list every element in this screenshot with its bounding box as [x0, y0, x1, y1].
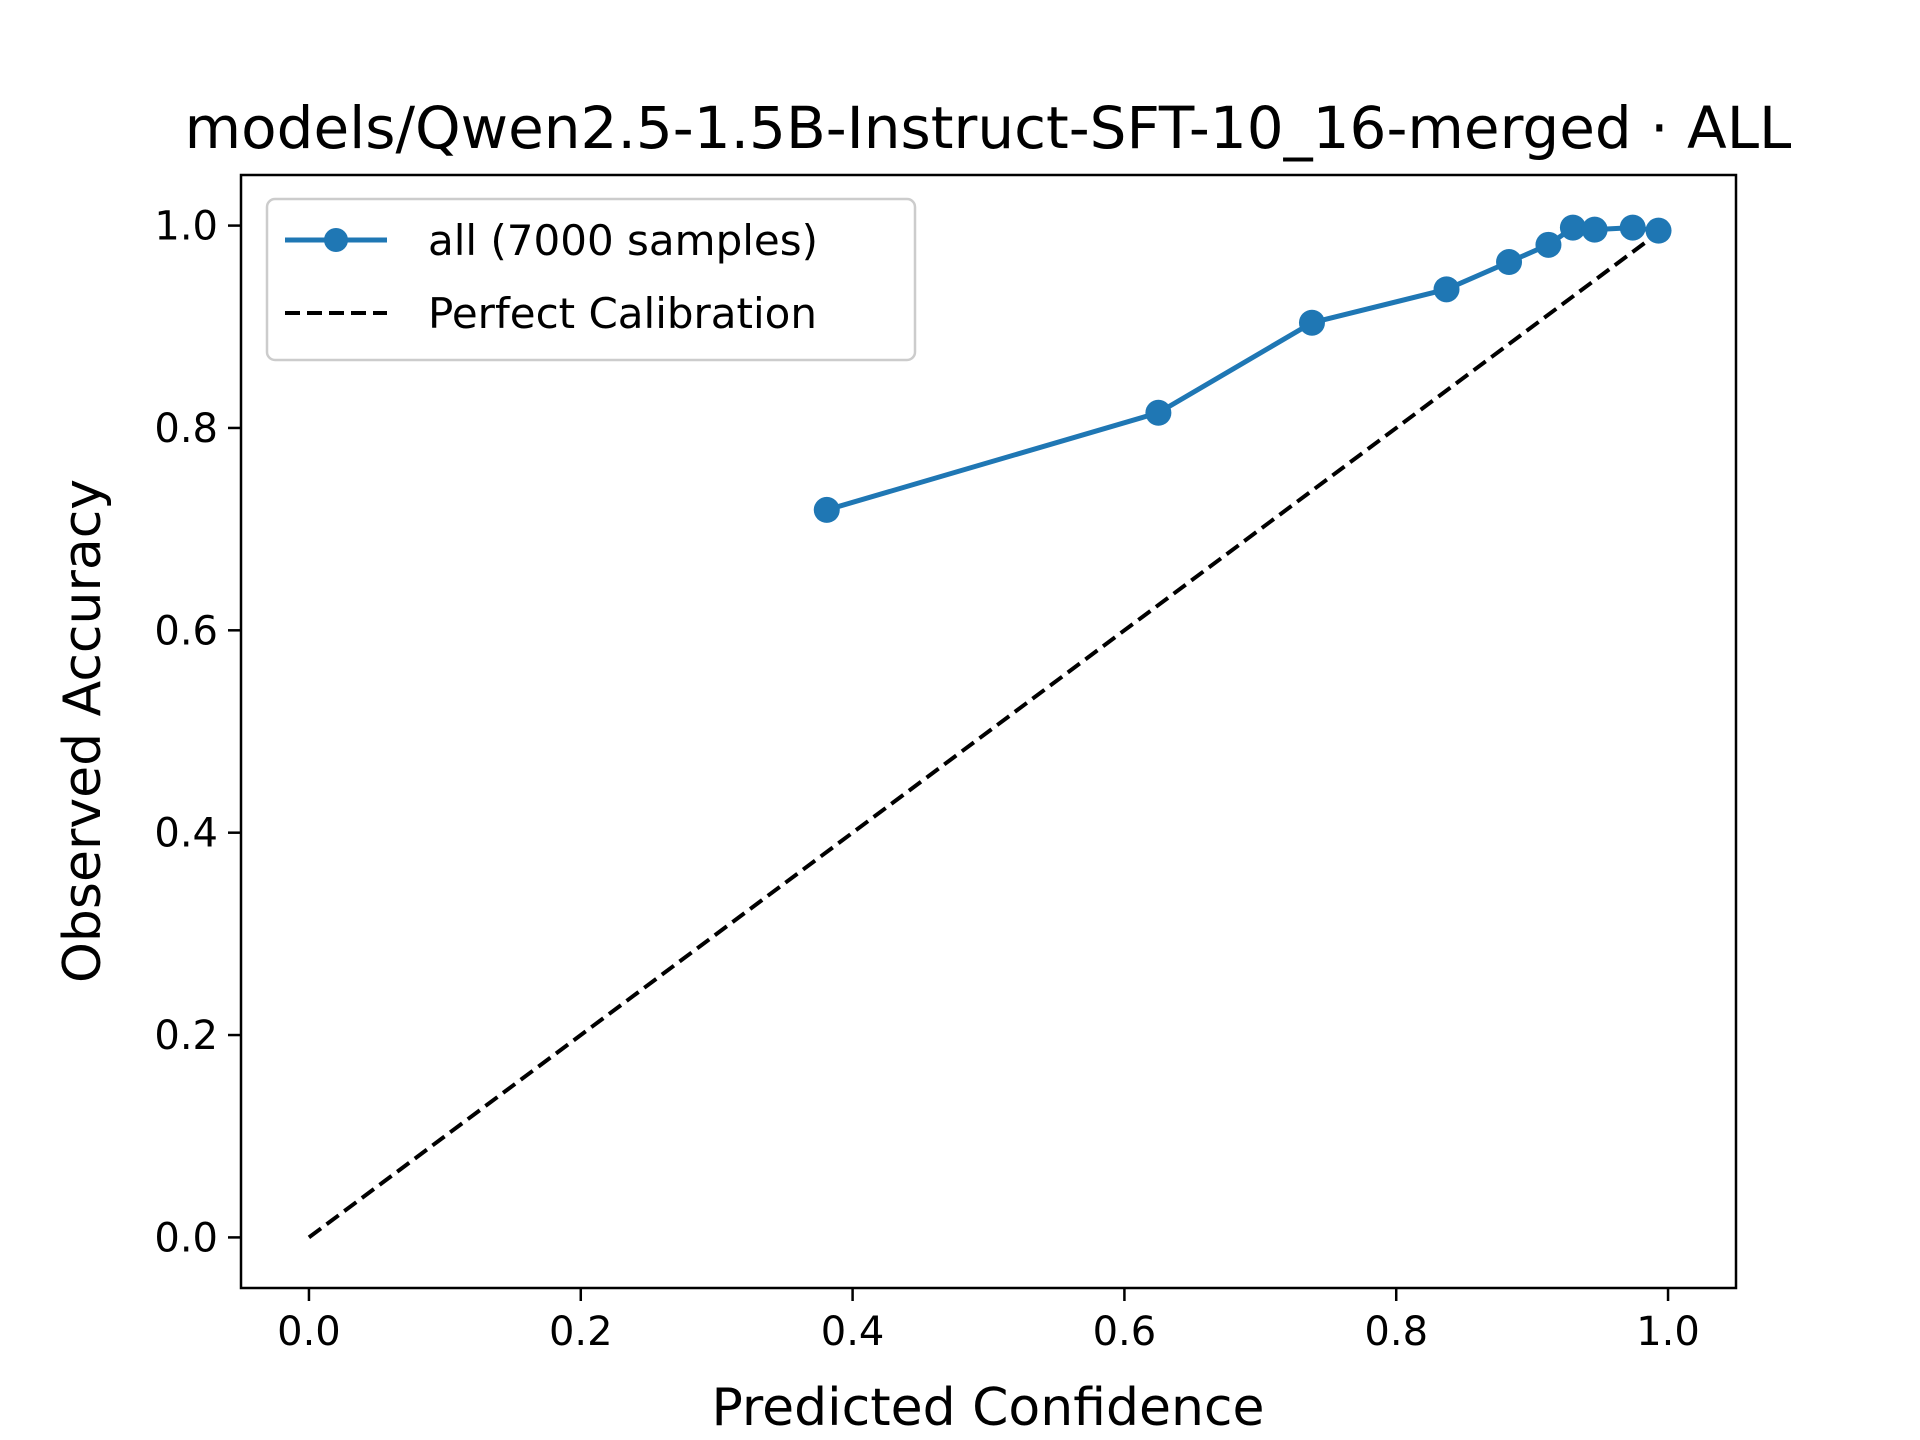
plot-area	[307, 214, 1672, 1240]
series-all-point	[1433, 276, 1460, 303]
legend-label-all: all (7000 samples)	[428, 216, 818, 265]
y-tick-label: 0.8	[154, 406, 218, 452]
legend-box	[265, 197, 917, 362]
series-all-line	[826, 225, 1659, 513]
y-tick-label: 0.2	[154, 1013, 218, 1059]
y-axis-label: Observed Accuracy	[53, 479, 113, 983]
y-tick-label: 1.0	[154, 204, 218, 250]
x-tick-label: 0.0	[277, 1309, 341, 1355]
chart-title: models/Qwen2.5-1.5B-Instruct-SFT-10_16-m…	[185, 94, 1792, 162]
axes-frame	[239, 173, 1738, 1290]
ticks: 0.0 0.2 0.4 0.6 0.8 1.0 0.0 0.2 0.4 0.6 0.8 1.0	[154, 204, 1699, 1355]
series-all-point	[1581, 216, 1608, 243]
y-tick-label: 0.0	[154, 1215, 218, 1261]
x-tick-label: 0.4	[821, 1309, 885, 1355]
series-all-point	[1496, 249, 1523, 276]
x-tick-label: 0.2	[549, 1309, 613, 1355]
y-tick-label: 0.6	[154, 608, 218, 654]
series-all-point	[1535, 231, 1562, 258]
x-tick-label: 1.0	[1636, 1309, 1700, 1355]
series-all-point	[1298, 309, 1325, 336]
legend: all (7000 samples) Perfect Calibration	[265, 197, 917, 362]
legend-label-perfect-calibration: Perfect Calibration	[428, 289, 817, 338]
series-all-point	[1145, 399, 1172, 426]
x-axis-label: Predicted Confidence	[711, 1378, 1264, 1438]
x-tick-label: 0.8	[1364, 1309, 1428, 1355]
perfect-calibration-line	[307, 223, 1670, 1240]
y-tick-label: 0.4	[154, 811, 218, 857]
series-all-point	[1645, 217, 1672, 244]
series-all-point	[813, 496, 840, 523]
x-tick-label: 0.6	[1093, 1309, 1157, 1355]
series-all-point	[1619, 214, 1646, 241]
legend-marker-all	[324, 228, 348, 252]
series-all-point	[1559, 214, 1586, 241]
